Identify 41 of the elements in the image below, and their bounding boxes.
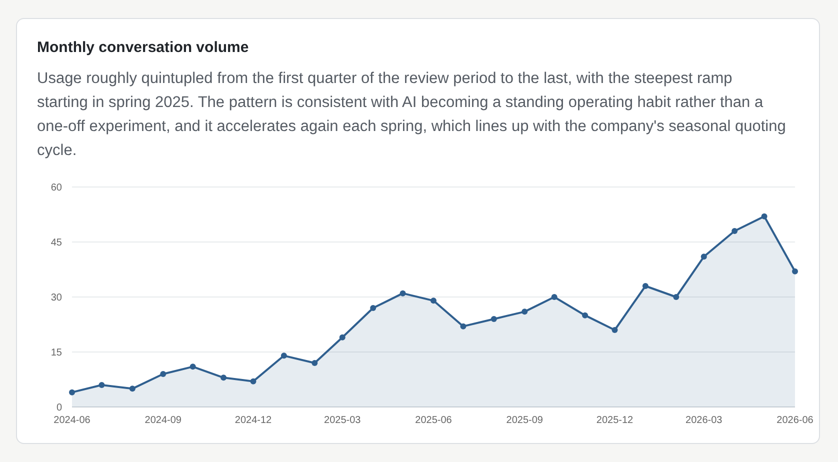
point xyxy=(160,371,166,377)
chart-subtitle: Usage roughly quintupled from the first quarter of the review period to the last, with the steepest ramp starting in spring 2025. The pattern is consistent with AI becoming a standing operating habit rather than a one-off experiment, and it accelerates again each spring, which lines up with the company's seasonal quoting cycle. xyxy=(37,69,787,161)
x-tick-label: 2026-06 xyxy=(776,415,814,426)
point xyxy=(460,323,466,330)
chart-title: Monthly conversation volume xyxy=(37,39,249,56)
point xyxy=(551,294,558,300)
y-tick-label: 45 xyxy=(50,238,62,248)
point xyxy=(582,312,588,318)
point xyxy=(220,374,227,381)
y-tick-label: 60 xyxy=(50,182,62,194)
point xyxy=(312,360,318,366)
point xyxy=(280,352,287,359)
point xyxy=(190,364,196,370)
y-tick-label: 0 xyxy=(56,402,62,414)
point xyxy=(673,294,680,300)
point xyxy=(430,298,436,304)
x-tick-label: 2025-03 xyxy=(324,415,362,426)
point xyxy=(400,290,406,296)
x-tick-label: 2025-09 xyxy=(506,415,544,426)
y-tick-label: 15 xyxy=(50,348,62,358)
point xyxy=(129,386,136,392)
point xyxy=(370,305,376,311)
point xyxy=(612,327,618,333)
point xyxy=(732,228,738,234)
x-tick-label: 2026-03 xyxy=(686,415,723,426)
point xyxy=(490,316,497,322)
x-tick-label: 2024-12 xyxy=(234,415,272,426)
y-tick-label: 30 xyxy=(50,292,62,304)
point xyxy=(522,308,528,315)
point xyxy=(792,268,798,274)
point xyxy=(700,254,707,260)
x-tick-label: 2025-12 xyxy=(596,415,634,426)
point xyxy=(339,334,346,340)
x-tick-label: 2025-06 xyxy=(415,415,452,426)
point xyxy=(98,382,105,388)
x-tick-label: 2024-06 xyxy=(54,415,91,426)
point xyxy=(642,283,648,289)
x-tick-label: 2024-09 xyxy=(144,415,182,426)
point xyxy=(69,389,75,396)
point xyxy=(250,378,256,384)
point xyxy=(761,213,768,220)
